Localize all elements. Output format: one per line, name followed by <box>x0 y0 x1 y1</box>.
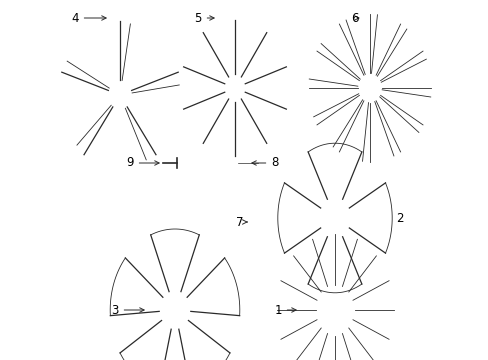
Text: 4: 4 <box>71 12 106 24</box>
Text: 5: 5 <box>194 12 214 24</box>
Text: 3: 3 <box>111 303 144 316</box>
Text: 9: 9 <box>126 157 159 170</box>
Text: 6: 6 <box>350 12 358 24</box>
Text: 2: 2 <box>395 211 403 225</box>
Text: 1: 1 <box>274 303 296 316</box>
Text: 7: 7 <box>236 216 246 229</box>
Text: 8: 8 <box>251 157 278 170</box>
